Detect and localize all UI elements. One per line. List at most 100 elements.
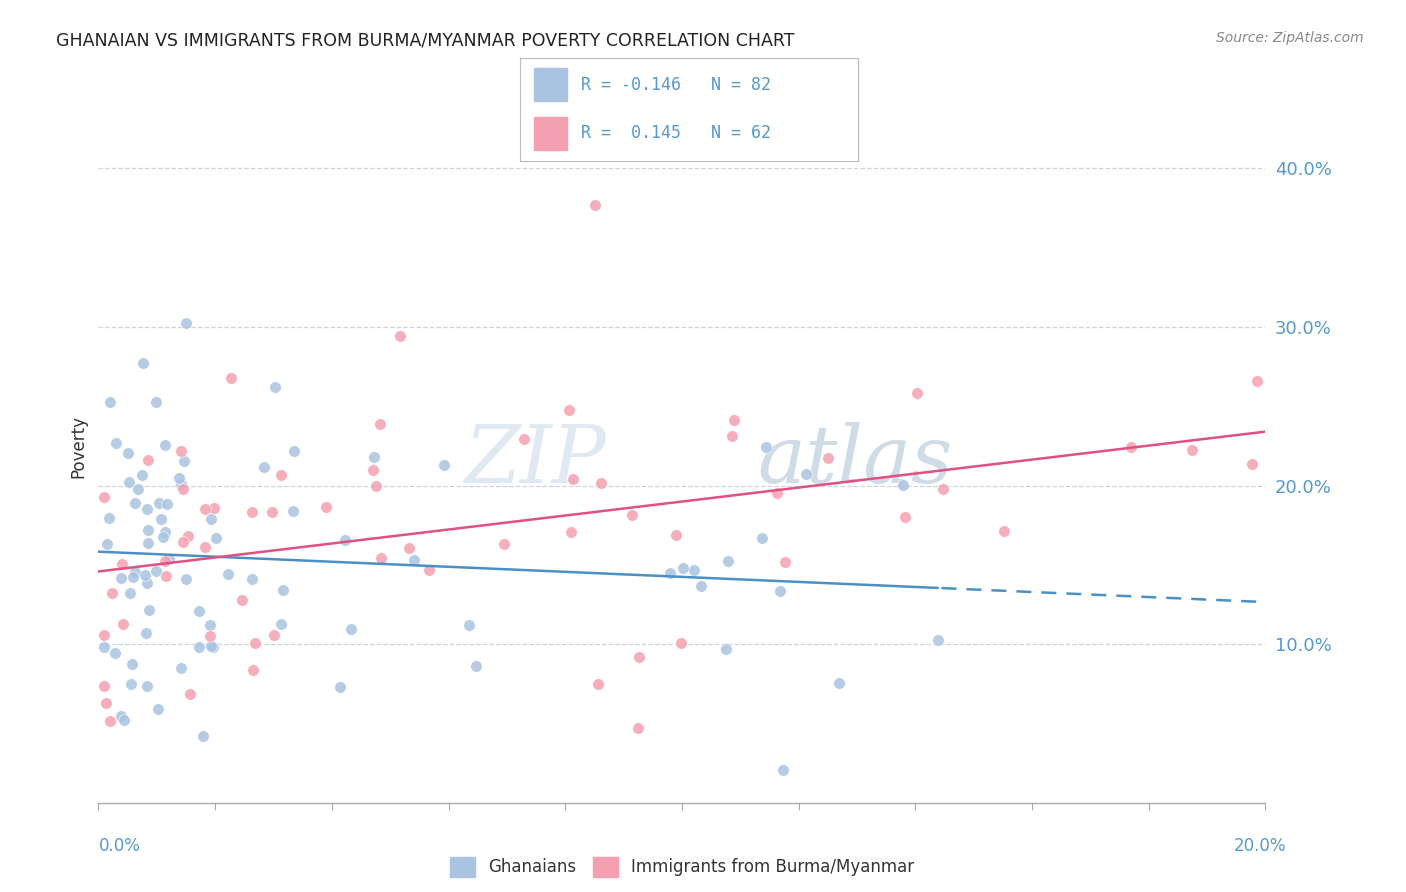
Point [202,500,225,515]
Point [283,504,305,518]
Point [111,557,134,571]
Point [231,593,253,607]
Point [135,679,157,693]
Point [117,446,139,460]
Point [118,475,141,489]
Point [191,729,214,743]
Point [198,629,221,643]
Point [172,482,194,496]
Point [174,316,197,330]
Point [121,570,143,584]
Point [271,582,294,597]
Point [418,563,440,577]
Legend: Ghanaians, Immigrants from Burma/Myanmar: Ghanaians, Immigrants from Burma/Myanmar [443,850,921,884]
Point [98,395,121,409]
Point [333,533,356,547]
Point [589,476,612,491]
Point [1246,374,1268,388]
Point [363,450,385,464]
Point [927,632,949,647]
Y-axis label: Poverty: Poverty [69,415,87,477]
Point [458,617,481,632]
Point [993,524,1015,538]
Point [93,490,115,504]
Point [93,628,115,642]
Point [765,486,787,500]
Point [240,572,263,586]
Point [263,380,285,394]
Text: R =  0.145   N = 62: R = 0.145 N = 62 [581,124,770,143]
Point [111,616,134,631]
Point [817,451,839,466]
Point [105,435,128,450]
Text: atlas: atlas [758,422,953,499]
Point [131,467,153,482]
Point [94,696,117,710]
Point [120,677,142,691]
Point [152,530,174,544]
Point [329,680,352,694]
Point [315,500,337,514]
Point [187,640,209,654]
Point [193,540,215,554]
Point [101,586,124,600]
Point [169,443,191,458]
Point [932,482,955,496]
Point [669,636,692,650]
Point [361,463,384,477]
Point [127,482,149,496]
Point [513,432,536,446]
Point [170,661,193,675]
Point [145,564,167,578]
Point [1240,457,1263,471]
Point [560,525,582,540]
Point [134,567,156,582]
Point [270,617,292,632]
Point [98,511,121,525]
Point [558,403,581,417]
Point [364,478,387,492]
Point [148,496,170,510]
Point [689,579,711,593]
Point [253,460,276,475]
Point [124,565,146,579]
Point [200,512,222,526]
Point [398,541,420,555]
Point [93,640,115,655]
Point [132,356,155,370]
Point [136,523,159,537]
Point [585,198,607,212]
Point [561,472,583,486]
Point [433,458,456,472]
Point [135,625,157,640]
Point [1181,442,1204,457]
Point [340,622,363,636]
Point [672,560,695,574]
Point [217,567,239,582]
Point [96,537,118,551]
Point [627,721,650,735]
Point [665,528,688,542]
Point [201,640,224,654]
Text: 20.0%: 20.0% [1234,837,1286,855]
Point [153,438,176,452]
Text: R = -0.146   N = 82: R = -0.146 N = 82 [581,76,770,95]
Point [153,524,176,539]
Point [98,714,121,728]
Point [112,713,135,727]
Point [169,471,191,485]
Point [173,454,195,468]
Point [621,508,644,522]
Point [93,679,115,693]
Point [283,444,305,458]
Point [716,554,738,568]
Point [177,529,200,543]
Point [121,657,143,671]
Point [389,329,412,343]
Text: ZIP: ZIP [464,422,606,499]
Point [243,635,266,649]
Point [155,569,177,583]
Point [157,551,180,566]
Point [1119,440,1142,454]
Point [145,394,167,409]
